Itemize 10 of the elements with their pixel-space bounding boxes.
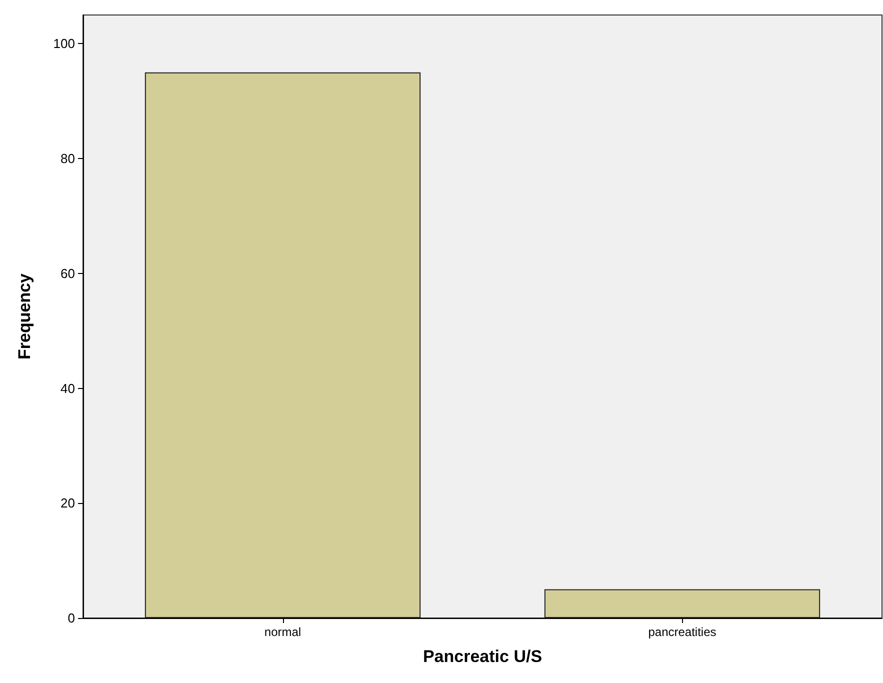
y-tick-label: 60 <box>60 266 75 281</box>
y-tick-label: 40 <box>60 380 75 396</box>
y-tick-label: 80 <box>60 151 75 166</box>
x-axis-title: Pancreatic U/S <box>422 647 542 666</box>
y-axis-title: Frequency <box>15 272 34 360</box>
y-tick-label: 0 <box>68 610 75 626</box>
x-tick-label: pancreatities <box>648 625 716 639</box>
y-tick-label: 100 <box>53 36 75 52</box>
x-tick-label: normal <box>264 625 302 639</box>
y-tick-label: 20 <box>60 496 75 511</box>
